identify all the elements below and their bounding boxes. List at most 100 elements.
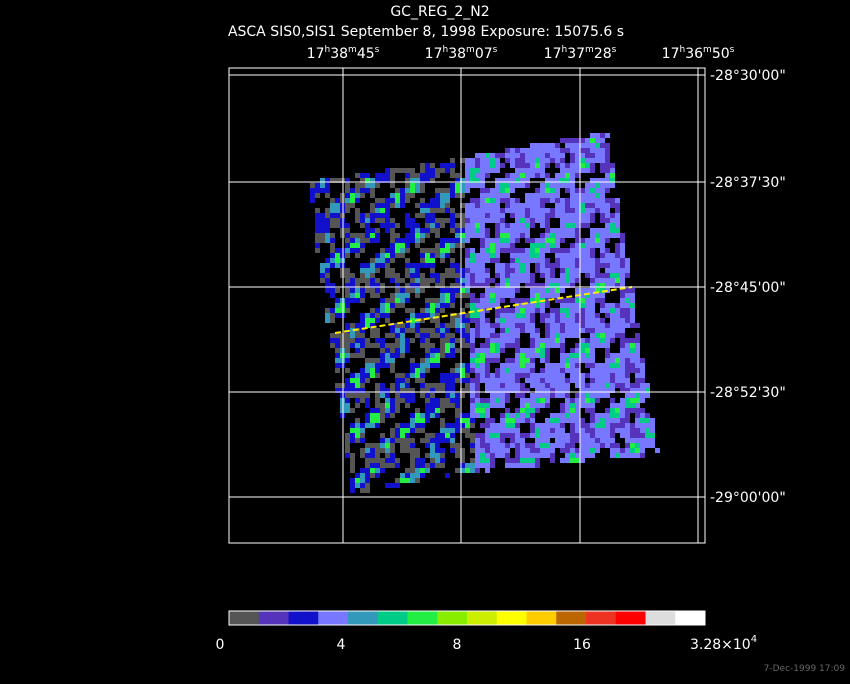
pixel (550, 368, 555, 373)
pixel (515, 248, 520, 253)
pixel (420, 203, 425, 208)
pixel (540, 153, 545, 158)
pixel (565, 188, 570, 193)
pixel (425, 388, 430, 393)
ra-label: 17h37m28s (544, 45, 617, 62)
pixel (510, 198, 515, 203)
pixel (440, 238, 445, 243)
pixel (360, 288, 365, 293)
pixel (360, 233, 365, 238)
pixel (560, 163, 565, 168)
pixel (540, 383, 545, 388)
pixel (480, 378, 485, 383)
pixel (405, 433, 410, 438)
pixel (565, 263, 570, 268)
pixel (565, 363, 570, 368)
pixel (485, 198, 490, 203)
pixel (600, 168, 605, 173)
pixel (370, 423, 375, 428)
pixel (470, 363, 475, 368)
pixel (545, 333, 550, 338)
pixel (610, 303, 615, 308)
pixel (485, 398, 490, 403)
pixel (375, 423, 380, 428)
pixel (510, 343, 515, 348)
pixel (535, 383, 540, 388)
pixel (420, 423, 425, 428)
pixel (330, 343, 335, 348)
pixel (460, 243, 465, 248)
pixel (495, 163, 500, 168)
pixel (405, 428, 410, 433)
pixel (505, 203, 510, 208)
pixel (405, 373, 410, 378)
pixel (370, 328, 375, 333)
pixel (610, 358, 615, 363)
pixel (480, 398, 485, 403)
colorbar-swatch (496, 611, 527, 625)
pixel (560, 218, 565, 223)
pixel (435, 453, 440, 458)
pixel (330, 198, 335, 203)
pixel (565, 413, 570, 418)
pixel (335, 298, 340, 303)
pixel (345, 268, 350, 273)
pixel (595, 318, 600, 323)
pixel (375, 173, 380, 178)
pixel (560, 178, 565, 183)
pixel (585, 328, 590, 333)
pixel (505, 358, 510, 363)
pixel (640, 453, 645, 458)
pixel (500, 293, 505, 298)
pixel (400, 423, 405, 428)
pixel (510, 318, 515, 323)
pixel (540, 368, 545, 373)
pixel (345, 278, 350, 283)
pixel (475, 468, 480, 473)
pixel (500, 163, 505, 168)
pixel (450, 403, 455, 408)
pixel (365, 278, 370, 283)
pixel (600, 278, 605, 283)
pixel (605, 158, 610, 163)
pixel (480, 408, 485, 413)
pixel (500, 413, 505, 418)
pixel (415, 263, 420, 268)
pixel (400, 198, 405, 203)
pixel (550, 453, 555, 458)
ra-label-part: 37 (567, 46, 585, 62)
pixel (495, 293, 500, 298)
pixel (555, 433, 560, 438)
pixel (390, 198, 395, 203)
pixel (430, 268, 435, 273)
pixel (425, 453, 430, 458)
pixel (600, 323, 605, 328)
pixel (370, 218, 375, 223)
pixel (440, 203, 445, 208)
pixel (575, 158, 580, 163)
pixel (375, 328, 380, 333)
pixel (470, 213, 475, 218)
pixel (480, 173, 485, 178)
pixel (595, 288, 600, 293)
pixel (470, 403, 475, 408)
pixel (600, 263, 605, 268)
pixel (515, 438, 520, 443)
pixel (350, 373, 355, 378)
pixel (530, 358, 535, 363)
pixel (580, 438, 585, 443)
pixel (410, 448, 415, 453)
pixel (330, 253, 335, 258)
pixel (580, 323, 585, 328)
pixel (460, 458, 465, 463)
pixel (625, 438, 630, 443)
pixel (580, 158, 585, 163)
pixel (570, 193, 575, 198)
pixel (430, 433, 435, 438)
pixel (360, 423, 365, 428)
pixel (470, 448, 475, 453)
pixel (520, 363, 525, 368)
pixel (605, 228, 610, 233)
pixel (500, 213, 505, 218)
pixel (605, 203, 610, 208)
